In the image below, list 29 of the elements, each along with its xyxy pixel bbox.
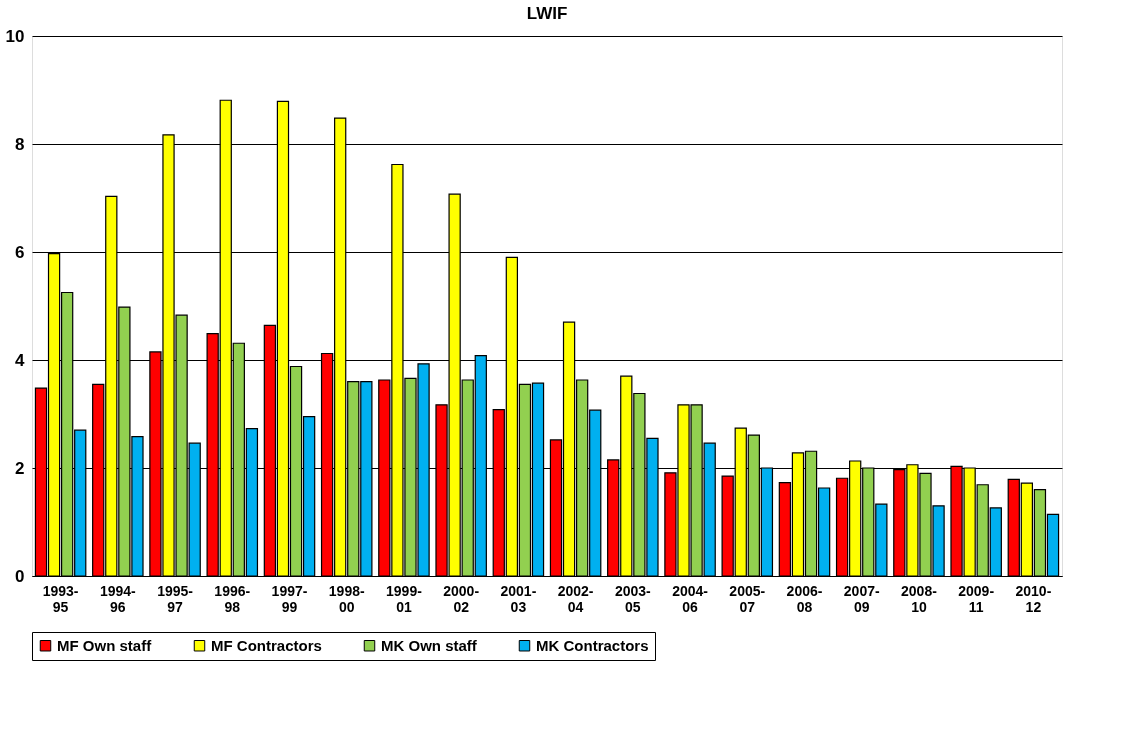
x-tick-label: 2006-08 xyxy=(786,582,823,615)
x-tick-label: 2007-09 xyxy=(843,582,880,615)
x-tick-label: 2009-11 xyxy=(958,582,995,615)
x-tick-label: 1993-95 xyxy=(42,582,79,615)
y-tick-label: 2 xyxy=(15,458,25,478)
x-tick-label: 1997-99 xyxy=(271,582,308,615)
x-tick-label: 2001-03 xyxy=(500,582,537,615)
legend-label: MK Contractors xyxy=(536,636,649,654)
x-tick-label: 2008-10 xyxy=(901,582,938,615)
x-tick-label: 2004-06 xyxy=(672,582,709,615)
y-tick-label: 10 xyxy=(5,26,25,46)
x-tick-label: 1998-00 xyxy=(328,582,365,615)
x-tick-label: 1999-01 xyxy=(386,582,423,615)
x-tick-label: 2003-05 xyxy=(614,582,652,615)
y-tick-label: 6 xyxy=(15,242,25,262)
x-tick-label: 1994-96 xyxy=(99,582,137,615)
legend-label: MF Own staff xyxy=(57,636,153,654)
chart-title: LWIF xyxy=(526,4,568,23)
legend-label: MK Own staff xyxy=(381,636,478,654)
y-tick-label: 4 xyxy=(15,350,26,370)
x-tick-label: 2005-07 xyxy=(729,582,766,615)
legend-label: MF Contractors xyxy=(211,636,322,654)
x-tick-label: 2010-12 xyxy=(1015,582,1052,615)
x-tick-label: 2002-04 xyxy=(557,582,594,615)
x-tick-label: 1996-98 xyxy=(214,582,251,615)
y-tick-label: 0 xyxy=(15,566,25,586)
y-tick-label: 8 xyxy=(15,134,25,154)
x-tick-label: 2000-02 xyxy=(443,582,480,615)
x-tick-label: 1995-97 xyxy=(157,582,194,615)
